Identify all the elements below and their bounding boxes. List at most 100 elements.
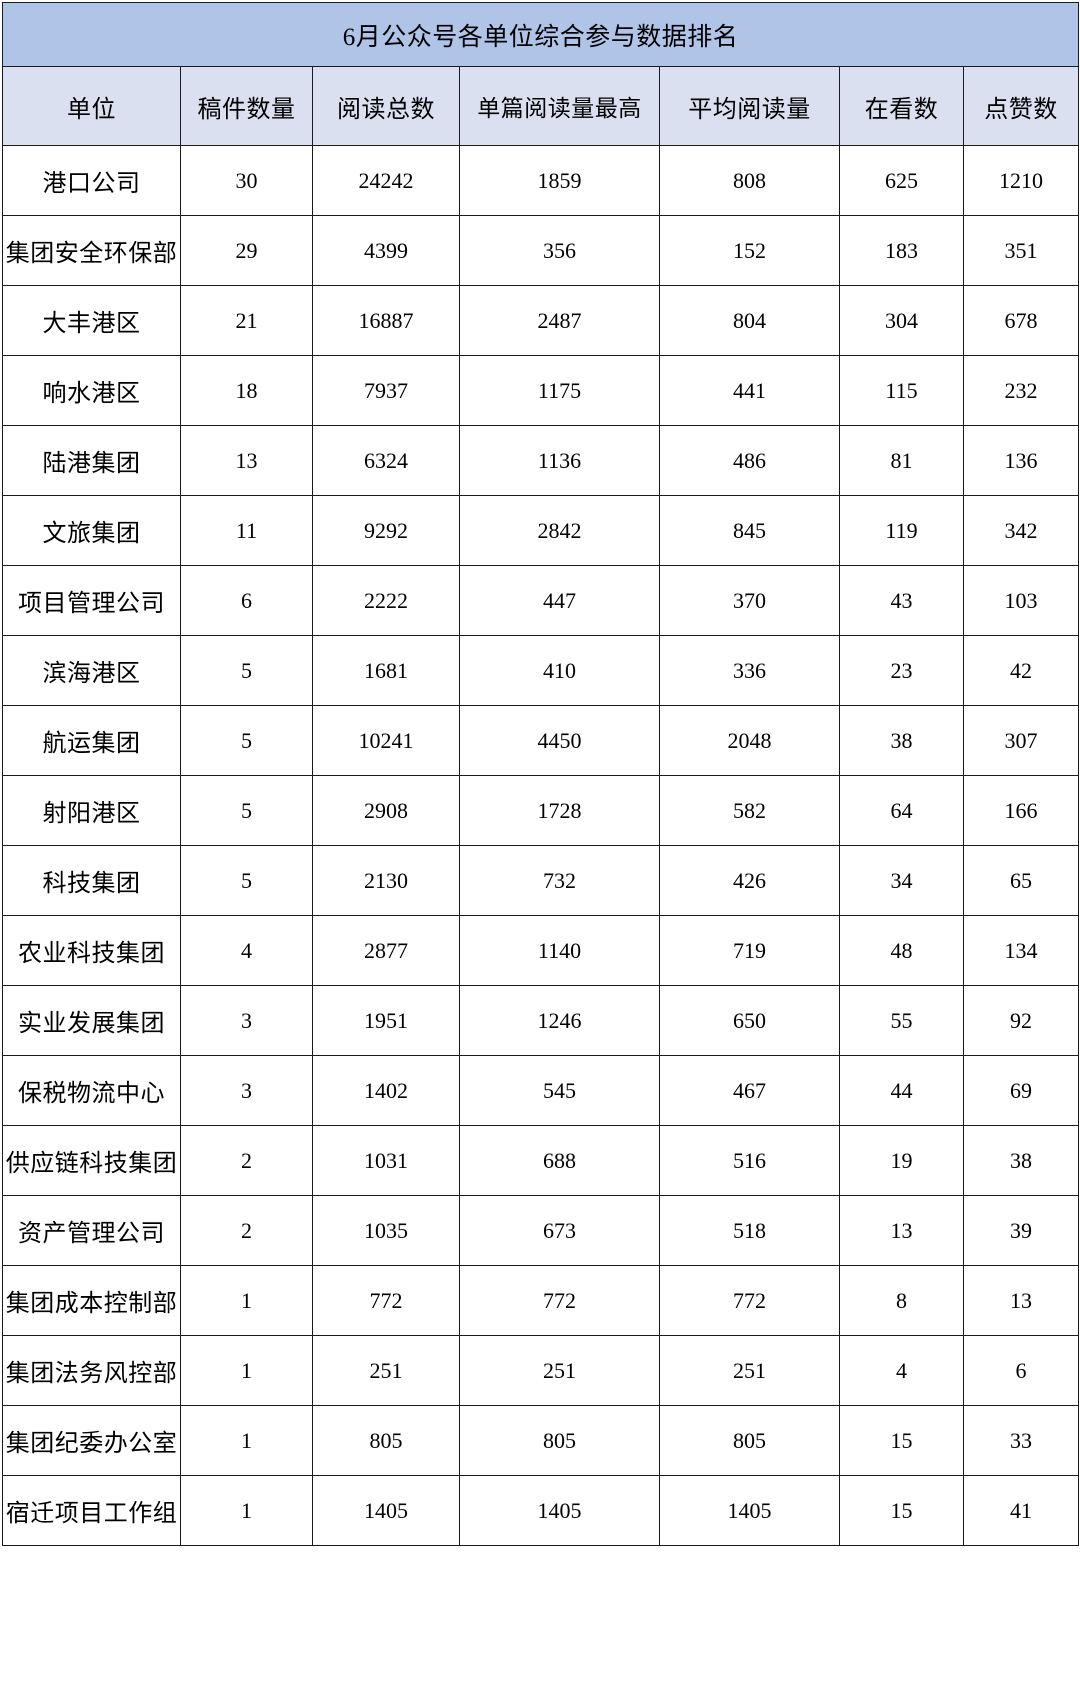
column-header-like-count[interactable]: 点赞数 [962, 66, 1080, 146]
table-row: 宿迁项目工作组 1 1405 1405 1405 15 41 [2, 1475, 1080, 1546]
cell-unit: 供应链科技集团 [2, 1125, 181, 1196]
table-row: 项目管理公司 6 2222 447 370 43 103 [2, 565, 1080, 636]
cell-unit: 农业科技集团 [2, 915, 181, 986]
cell-like-count: 351 [962, 215, 1080, 286]
table-row: 资产管理公司 2 1035 673 518 13 39 [2, 1195, 1080, 1266]
table-row: 响水港区 18 7937 1175 441 115 232 [2, 355, 1080, 426]
cell-article-count: 1 [180, 1475, 313, 1546]
cell-article-count: 18 [180, 355, 313, 426]
table-row: 滨海港区 5 1681 410 336 23 42 [2, 635, 1080, 706]
table-title: 6月公众号各单位综合参与数据排名 [1, 2, 1080, 67]
cell-like-count: 6 [962, 1335, 1080, 1406]
cell-max-single-reads: 1246 [459, 985, 660, 1056]
cell-unit: 集团法务风控部 [2, 1335, 181, 1406]
cell-average-reads: 805 [659, 1405, 840, 1476]
cell-article-count: 6 [180, 565, 313, 636]
cell-average-reads: 516 [659, 1125, 840, 1196]
cell-watching-count: 19 [839, 1125, 964, 1196]
cell-unit: 射阳港区 [2, 775, 181, 846]
column-header-average-reads[interactable]: 平均阅读量 [659, 66, 840, 146]
column-header-total-reads[interactable]: 阅读总数 [312, 66, 460, 146]
cell-watching-count: 15 [839, 1475, 964, 1546]
cell-total-reads: 1951 [312, 985, 460, 1056]
cell-watching-count: 23 [839, 635, 964, 706]
cell-article-count: 11 [180, 495, 313, 566]
cell-total-reads: 2222 [312, 565, 460, 636]
table-row: 港口公司 30 24242 1859 808 625 1210 [2, 145, 1080, 216]
cell-article-count: 13 [180, 425, 313, 496]
cell-watching-count: 48 [839, 915, 964, 986]
cell-max-single-reads: 251 [459, 1335, 660, 1406]
cell-like-count: 33 [962, 1405, 1080, 1476]
cell-total-reads: 9292 [312, 495, 460, 566]
cell-like-count: 39 [962, 1195, 1080, 1266]
column-header-unit[interactable]: 单位 [2, 66, 181, 146]
column-header-max-single-reads[interactable]: 单篇阅读量最高 [459, 66, 660, 146]
table-row: 保税物流中心 3 1402 545 467 44 69 [2, 1055, 1080, 1126]
cell-article-count: 1 [180, 1405, 313, 1476]
cell-watching-count: 183 [839, 215, 964, 286]
cell-unit: 资产管理公司 [2, 1195, 181, 1266]
cell-like-count: 166 [962, 775, 1080, 846]
cell-like-count: 69 [962, 1055, 1080, 1126]
cell-average-reads: 486 [659, 425, 840, 496]
table-row: 航运集团 5 10241 4450 2048 38 307 [2, 705, 1080, 776]
cell-unit: 响水港区 [2, 355, 181, 426]
cell-unit: 宿迁项目工作组 [2, 1475, 181, 1546]
cell-watching-count: 304 [839, 285, 964, 356]
cell-unit: 集团纪委办公室 [2, 1405, 181, 1476]
cell-watching-count: 115 [839, 355, 964, 426]
cell-average-reads: 426 [659, 845, 840, 916]
cell-unit: 港口公司 [2, 145, 181, 216]
cell-average-reads: 467 [659, 1055, 840, 1126]
cell-max-single-reads: 1859 [459, 145, 660, 216]
cell-article-count: 5 [180, 705, 313, 776]
cell-article-count: 1 [180, 1265, 313, 1336]
cell-watching-count: 4 [839, 1335, 964, 1406]
table-row: 科技集团 5 2130 732 426 34 65 [2, 845, 1080, 916]
cell-unit: 滨海港区 [2, 635, 181, 706]
table-row: 集团成本控制部 1 772 772 772 8 13 [2, 1265, 1080, 1336]
table-row: 大丰港区 21 16887 2487 804 304 678 [2, 285, 1080, 356]
cell-watching-count: 15 [839, 1405, 964, 1476]
cell-article-count: 1 [180, 1335, 313, 1406]
table-row: 集团法务风控部 1 251 251 251 4 6 [2, 1335, 1080, 1406]
cell-max-single-reads: 4450 [459, 705, 660, 776]
cell-total-reads: 1405 [312, 1475, 460, 1546]
cell-max-single-reads: 356 [459, 215, 660, 286]
cell-watching-count: 38 [839, 705, 964, 776]
cell-unit: 陆港集团 [2, 425, 181, 496]
cell-watching-count: 44 [839, 1055, 964, 1126]
cell-max-single-reads: 1140 [459, 915, 660, 986]
table-row: 实业发展集团 3 1951 1246 650 55 92 [2, 985, 1080, 1056]
column-header-article-count[interactable]: 稿件数量 [180, 66, 313, 146]
cell-average-reads: 582 [659, 775, 840, 846]
cell-average-reads: 719 [659, 915, 840, 986]
cell-watching-count: 625 [839, 145, 964, 216]
cell-unit: 航运集团 [2, 705, 181, 776]
cell-total-reads: 16887 [312, 285, 460, 356]
cell-like-count: 232 [962, 355, 1080, 426]
column-header-watching-count[interactable]: 在看数 [839, 66, 964, 146]
cell-unit: 集团安全环保部 [2, 215, 181, 286]
cell-unit: 集团成本控制部 [2, 1265, 181, 1336]
cell-like-count: 38 [962, 1125, 1080, 1196]
cell-average-reads: 152 [659, 215, 840, 286]
table-row: 集团纪委办公室 1 805 805 805 15 33 [2, 1405, 1080, 1476]
cell-average-reads: 845 [659, 495, 840, 566]
cell-like-count: 307 [962, 705, 1080, 776]
cell-average-reads: 804 [659, 285, 840, 356]
cell-article-count: 5 [180, 775, 313, 846]
cell-max-single-reads: 772 [459, 1265, 660, 1336]
cell-watching-count: 8 [839, 1265, 964, 1336]
title-row: 6月公众号各单位综合参与数据排名 [1, 2, 1080, 67]
cell-average-reads: 441 [659, 355, 840, 426]
cell-average-reads: 251 [659, 1335, 840, 1406]
cell-like-count: 92 [962, 985, 1080, 1056]
table-row: 射阳港区 5 2908 1728 582 64 166 [2, 775, 1080, 846]
cell-like-count: 134 [962, 915, 1080, 986]
table-row: 文旅集团 11 9292 2842 845 119 342 [2, 495, 1080, 566]
table-row: 供应链科技集团 2 1031 688 516 19 38 [2, 1125, 1080, 1196]
cell-total-reads: 2877 [312, 915, 460, 986]
